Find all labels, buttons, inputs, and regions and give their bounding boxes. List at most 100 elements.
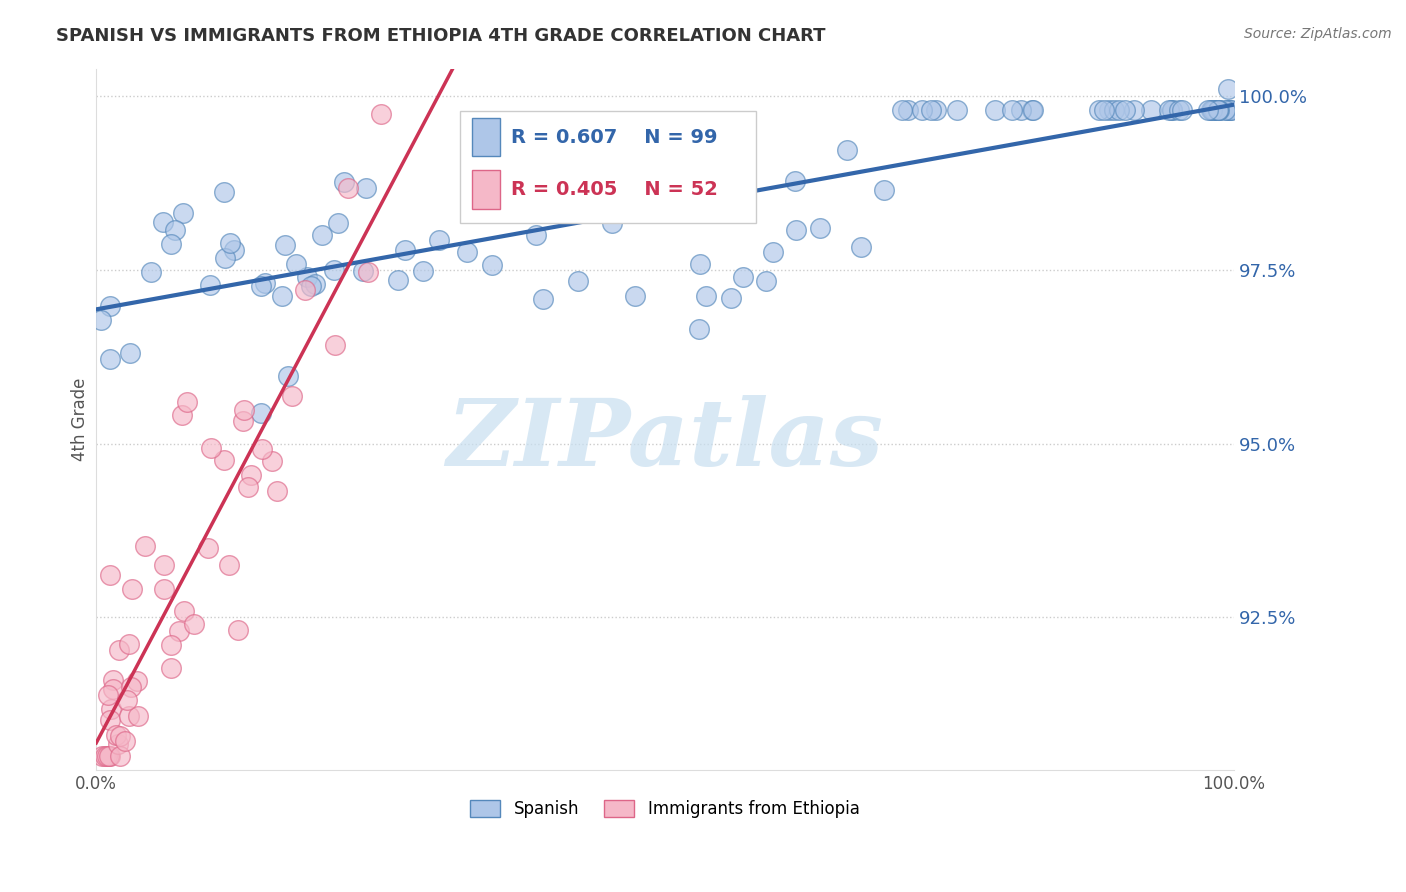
Point bbox=[200, 442, 222, 456]
Point bbox=[97, 749, 120, 764]
Point bbox=[183, 616, 205, 631]
Point bbox=[236, 480, 259, 494]
Point bbox=[304, 277, 326, 292]
Point bbox=[108, 729, 131, 743]
Point bbox=[233, 403, 256, 417]
Point bbox=[808, 220, 831, 235]
Text: Source: ZipAtlas.com: Source: ZipAtlas.com bbox=[1244, 27, 1392, 41]
Point bbox=[370, 107, 392, 121]
Point bbox=[1216, 103, 1239, 118]
Point bbox=[218, 558, 240, 573]
Point bbox=[755, 274, 778, 288]
Point bbox=[98, 568, 121, 582]
Point bbox=[762, 244, 785, 259]
Point bbox=[873, 182, 896, 196]
Point bbox=[299, 279, 322, 293]
Point bbox=[101, 673, 124, 687]
Point bbox=[253, 276, 276, 290]
Point bbox=[1213, 103, 1236, 118]
Point bbox=[250, 442, 273, 456]
Point bbox=[121, 582, 143, 596]
Point bbox=[120, 680, 142, 694]
Point bbox=[170, 408, 193, 422]
Point bbox=[1001, 103, 1024, 118]
Point bbox=[1219, 103, 1241, 118]
Point bbox=[623, 289, 645, 303]
Point bbox=[849, 240, 872, 254]
Point bbox=[153, 582, 176, 597]
Point bbox=[481, 258, 503, 272]
Point bbox=[160, 237, 183, 252]
Point bbox=[911, 103, 934, 118]
Point bbox=[219, 235, 242, 250]
Point bbox=[688, 322, 710, 336]
Point bbox=[115, 692, 138, 706]
Point bbox=[336, 181, 359, 195]
Point bbox=[250, 406, 273, 420]
Point bbox=[1123, 103, 1146, 118]
Point bbox=[1114, 103, 1136, 118]
Point bbox=[114, 734, 136, 748]
Point bbox=[567, 194, 589, 209]
Point bbox=[94, 749, 117, 764]
Point bbox=[295, 270, 318, 285]
Point bbox=[1206, 103, 1229, 118]
Point bbox=[326, 216, 349, 230]
Point bbox=[456, 244, 478, 259]
Point bbox=[176, 395, 198, 409]
Point bbox=[152, 215, 174, 229]
Point bbox=[921, 103, 943, 118]
Point bbox=[200, 278, 222, 293]
Point bbox=[1157, 103, 1180, 118]
Point bbox=[731, 175, 754, 189]
Point bbox=[352, 264, 374, 278]
Point bbox=[531, 292, 554, 306]
Point bbox=[984, 103, 1007, 118]
Point bbox=[890, 103, 912, 118]
Point bbox=[160, 661, 183, 675]
Point bbox=[100, 299, 122, 313]
Point bbox=[1088, 103, 1111, 118]
Point bbox=[1161, 103, 1184, 118]
Point bbox=[1202, 103, 1225, 118]
Point bbox=[107, 737, 129, 751]
Point bbox=[173, 604, 195, 618]
Point bbox=[1216, 82, 1239, 96]
Point bbox=[783, 174, 806, 188]
Point bbox=[277, 369, 299, 384]
Point bbox=[153, 558, 176, 573]
Point bbox=[100, 702, 122, 716]
Y-axis label: 4th Grade: 4th Grade bbox=[72, 377, 89, 461]
Point bbox=[249, 279, 271, 293]
Point bbox=[139, 265, 162, 279]
Point bbox=[120, 346, 142, 360]
Point bbox=[294, 283, 316, 297]
Text: SPANISH VS IMMIGRANTS FROM ETHIOPIA 4TH GRADE CORRELATION CHART: SPANISH VS IMMIGRANTS FROM ETHIOPIA 4TH … bbox=[56, 27, 825, 45]
Text: ZIPatlas: ZIPatlas bbox=[447, 395, 883, 485]
Point bbox=[897, 103, 920, 118]
Point bbox=[274, 238, 297, 252]
Point bbox=[1021, 103, 1043, 118]
Point bbox=[134, 539, 156, 553]
Point bbox=[1140, 103, 1163, 118]
FancyBboxPatch shape bbox=[471, 170, 501, 209]
Point bbox=[271, 289, 294, 303]
Point bbox=[266, 483, 288, 498]
Point bbox=[1108, 103, 1130, 118]
Point bbox=[98, 749, 121, 764]
Point bbox=[357, 265, 380, 279]
Point bbox=[1022, 103, 1045, 118]
Point bbox=[695, 288, 717, 302]
Point bbox=[1219, 103, 1241, 118]
Point bbox=[394, 244, 416, 258]
Point bbox=[1010, 103, 1032, 118]
Point bbox=[1208, 103, 1230, 118]
Point bbox=[96, 749, 118, 764]
Point bbox=[600, 216, 623, 230]
Point bbox=[101, 682, 124, 697]
Point bbox=[197, 541, 219, 555]
Point bbox=[733, 269, 755, 284]
Point bbox=[427, 233, 450, 247]
Point bbox=[281, 389, 304, 403]
Point bbox=[163, 223, 186, 237]
